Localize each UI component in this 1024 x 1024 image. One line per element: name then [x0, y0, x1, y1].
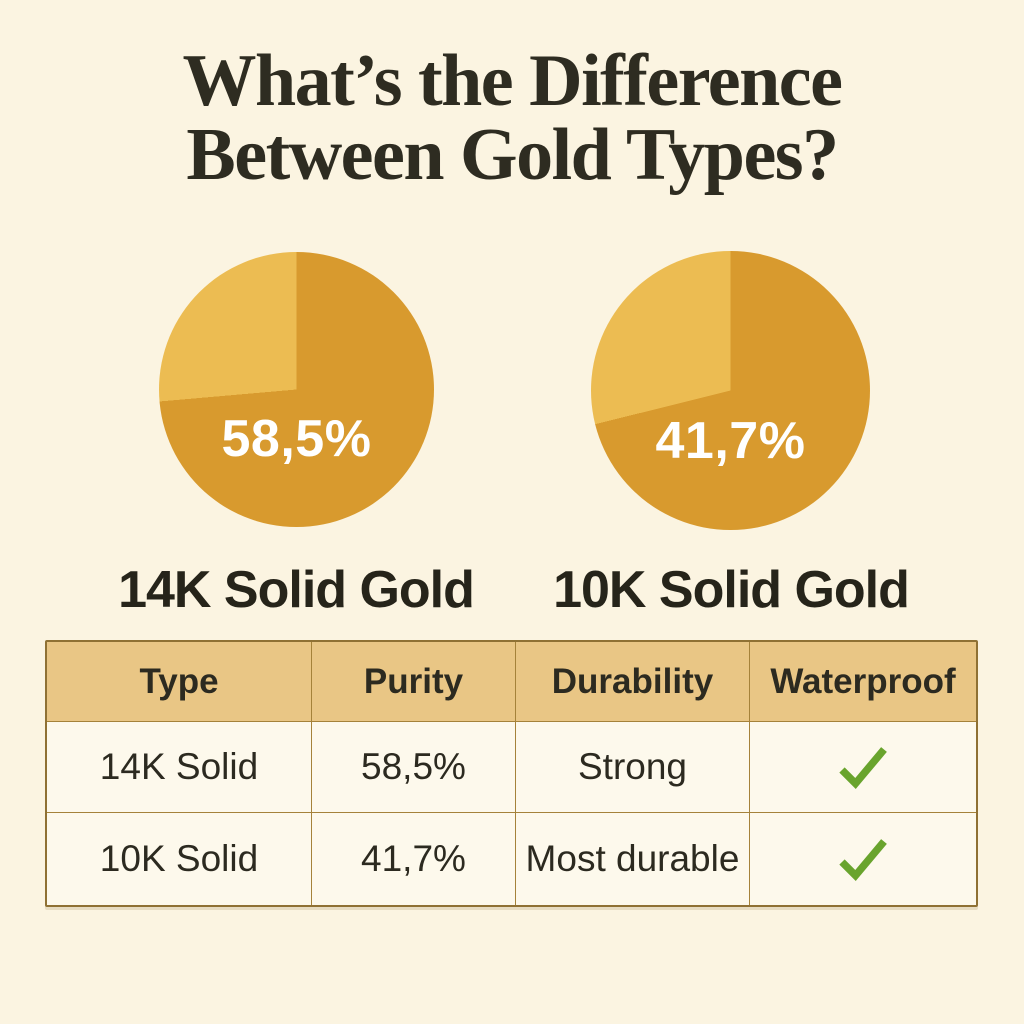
- pie-percentage-label-14k: 58,5%: [221, 410, 372, 468]
- pie-caption-10k-gold: 10K Solid Gold: [553, 561, 910, 619]
- pie-percentage-label-10k: 41,7%: [655, 411, 806, 470]
- page-title-line-1: What’s the Difference: [182, 40, 843, 122]
- check-icon: [839, 747, 887, 790]
- table-header-purity: Purity: [312, 642, 516, 722]
- table-header-type: Type: [47, 642, 312, 722]
- pie-chart-10k-gold: 41,7%: [591, 251, 870, 530]
- table-cell-durability-14k: Strong: [516, 722, 750, 813]
- table-cell-purity-10k: 41,7%: [312, 813, 516, 905]
- table-cell-waterproof-14k: [750, 722, 976, 813]
- pie-chart-14k-gold: 58,5%: [159, 252, 434, 527]
- page-title-line-2: Between Gold Types?: [186, 114, 839, 196]
- table-cell-type-14k: 14K Solid: [47, 722, 312, 813]
- comparison-table: Type Purity Durability Waterproof 14K So…: [45, 640, 978, 907]
- table-cell-type-10k: 10K Solid: [47, 813, 312, 905]
- table-cell-durability-10k: Most durable: [516, 813, 750, 905]
- check-icon: [839, 839, 887, 882]
- page-title: What’s the Difference Between Gold Types…: [0, 44, 1024, 192]
- table-header-durability: Durability: [516, 642, 750, 722]
- table-cell-waterproof-10k: [750, 813, 976, 905]
- table-header-waterproof: Waterproof: [750, 642, 976, 722]
- table-cell-purity-14k: 58,5%: [312, 722, 516, 813]
- pie-caption-14k-gold: 14K Solid Gold: [118, 561, 475, 619]
